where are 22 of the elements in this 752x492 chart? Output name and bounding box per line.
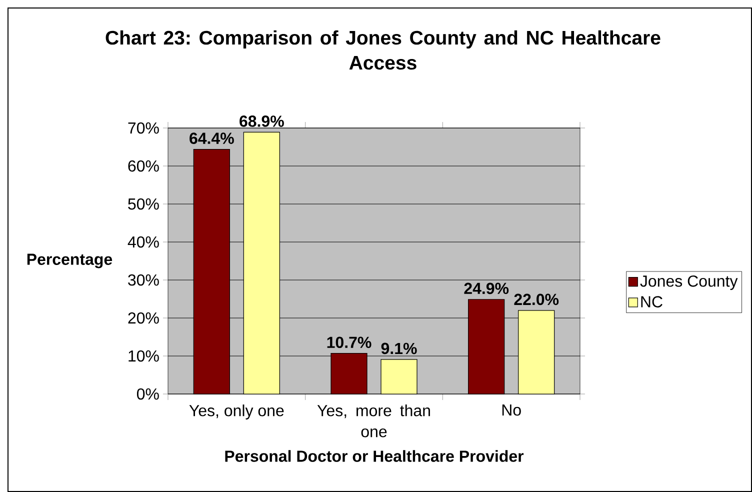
- x-tick-label: Yes, only one: [189, 404, 284, 420]
- data-label: 64.4%: [190, 132, 234, 144]
- data-label: 22.0%: [514, 294, 559, 306]
- y-tick-label: 20%: [128, 312, 159, 324]
- data-label: 10.7%: [327, 336, 372, 348]
- x-tick-label: Yes, more than one: [317, 404, 430, 438]
- y-tick-label: 60%: [128, 160, 159, 172]
- data-label: 24.9%: [464, 282, 509, 294]
- legend-label: Jones County: [640, 275, 738, 290]
- y-tick-label: 0%: [136, 388, 159, 400]
- x-tick-label: No: [502, 404, 521, 416]
- y-tick-label: 50%: [128, 198, 159, 210]
- x-axis-title: Personal Doctor or Healthcare Provider: [225, 450, 524, 462]
- y-tick-label: 40%: [128, 236, 159, 248]
- legend-label: NC: [641, 296, 662, 308]
- y-axis-title: Percentage: [27, 254, 112, 268]
- y-tick-label: 10%: [128, 350, 159, 362]
- y-tick-label: 70%: [128, 122, 159, 134]
- data-label: 9.1%: [381, 342, 417, 354]
- y-tick-label: 30%: [128, 274, 159, 286]
- data-label: 68.9%: [240, 116, 284, 127]
- chart-title: Chart 23: Comparison of Jones County and NC Healthcare Access: [106, 30, 660, 70]
